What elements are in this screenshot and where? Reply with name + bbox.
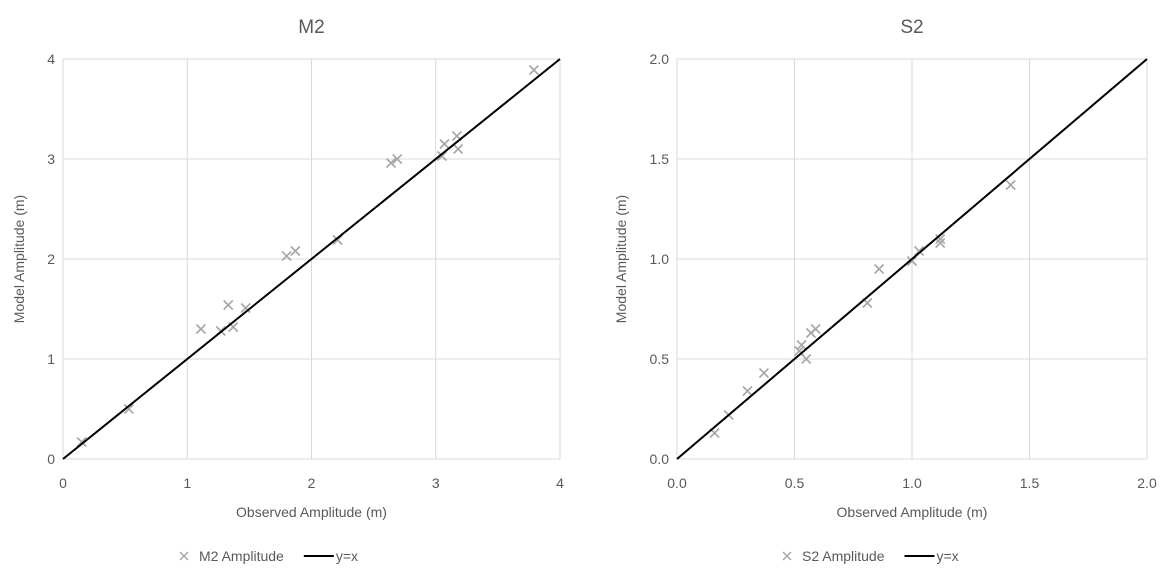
data-point [392,153,403,165]
data-point [123,403,134,415]
legend-label: y=x [336,548,358,564]
y-tick-label: 3 [47,151,55,167]
data-point [913,245,925,257]
data-point [1005,179,1016,191]
y-axis-label: Model Amplitude (m) [613,195,629,323]
legend-marker-swatch [782,551,792,561]
x-tick-label: 0.0 [667,475,687,491]
x-tick-label: 1.5 [1020,475,1040,491]
data-point [195,323,206,335]
chart-title: M2 [298,17,324,38]
y-tick-label: 0 [47,451,55,467]
data-point [810,323,821,335]
data-point [528,64,539,76]
x-tick-label: 1.0 [902,475,922,491]
data-point [223,299,234,311]
chart-m2: 0 1 2 3 4 0 1 2 3 4 M2 Observed Amplitude (m) Model … [11,17,564,564]
data-point [801,353,812,365]
y-tick-label: 0.5 [650,351,670,367]
data-point [385,157,397,169]
x-tick-label: 2 [308,475,316,491]
chart-s2: 0.0 0.5 1.0 1.5 2.0 0.0 0.5 1.0 1.5 2.0 S2 Observed… [613,17,1157,564]
data-point [453,143,464,155]
y-tick-label: 4 [47,51,55,67]
legend-marker-swatch [179,551,189,561]
x-tick-label: 0 [59,475,67,491]
x-axis-label: Observed Amplitude (m) [236,504,387,520]
legend: S2 Amplitude y=x [782,548,959,564]
y-axis-label: Model Amplitude (m) [11,195,27,323]
data-point [935,233,946,245]
y-tick-label: 2 [47,251,55,267]
series-y-x [676,58,1148,460]
y-tick-label: 0.0 [650,451,670,467]
series-y-x [62,58,561,460]
x-tick-label: 3 [432,475,440,491]
data-point [906,255,918,267]
x-tick-label: 1 [183,475,191,491]
legend-label: S2 Amplitude [802,548,885,564]
series-s2-amplitude [709,179,1016,439]
legend: M2 Amplitude y=x [179,548,358,564]
legend-label: y=x [937,548,959,564]
data-point [436,150,448,162]
y-tick-label: 1.0 [650,251,670,267]
y-tick-label: 2.0 [650,51,670,67]
reference-line [62,58,561,460]
data-point [281,250,292,262]
data-point [240,302,251,314]
data-point [76,436,87,448]
data-point [796,339,807,351]
x-tick-label: 2.0 [1137,475,1157,491]
legend-label: M2 Amplitude [199,548,284,564]
gridlines [62,58,561,460]
data-point [874,263,885,275]
data-point [290,245,301,257]
reference-line [676,58,1148,460]
y-tick-label: 1.5 [650,151,670,167]
data-point [935,237,946,249]
data-point [742,385,753,397]
data-point [758,367,770,379]
y-tick-label: 1 [47,351,55,367]
x-tick-label: 0.5 [785,475,805,491]
x-axis-label: Observed Amplitude (m) [837,504,988,520]
data-point [439,138,450,150]
chart-title: S2 [900,17,923,38]
x-tick-label: 4 [556,475,564,491]
data-point [794,345,805,357]
data-point [332,234,343,246]
series-m2-amplitude [76,64,539,448]
